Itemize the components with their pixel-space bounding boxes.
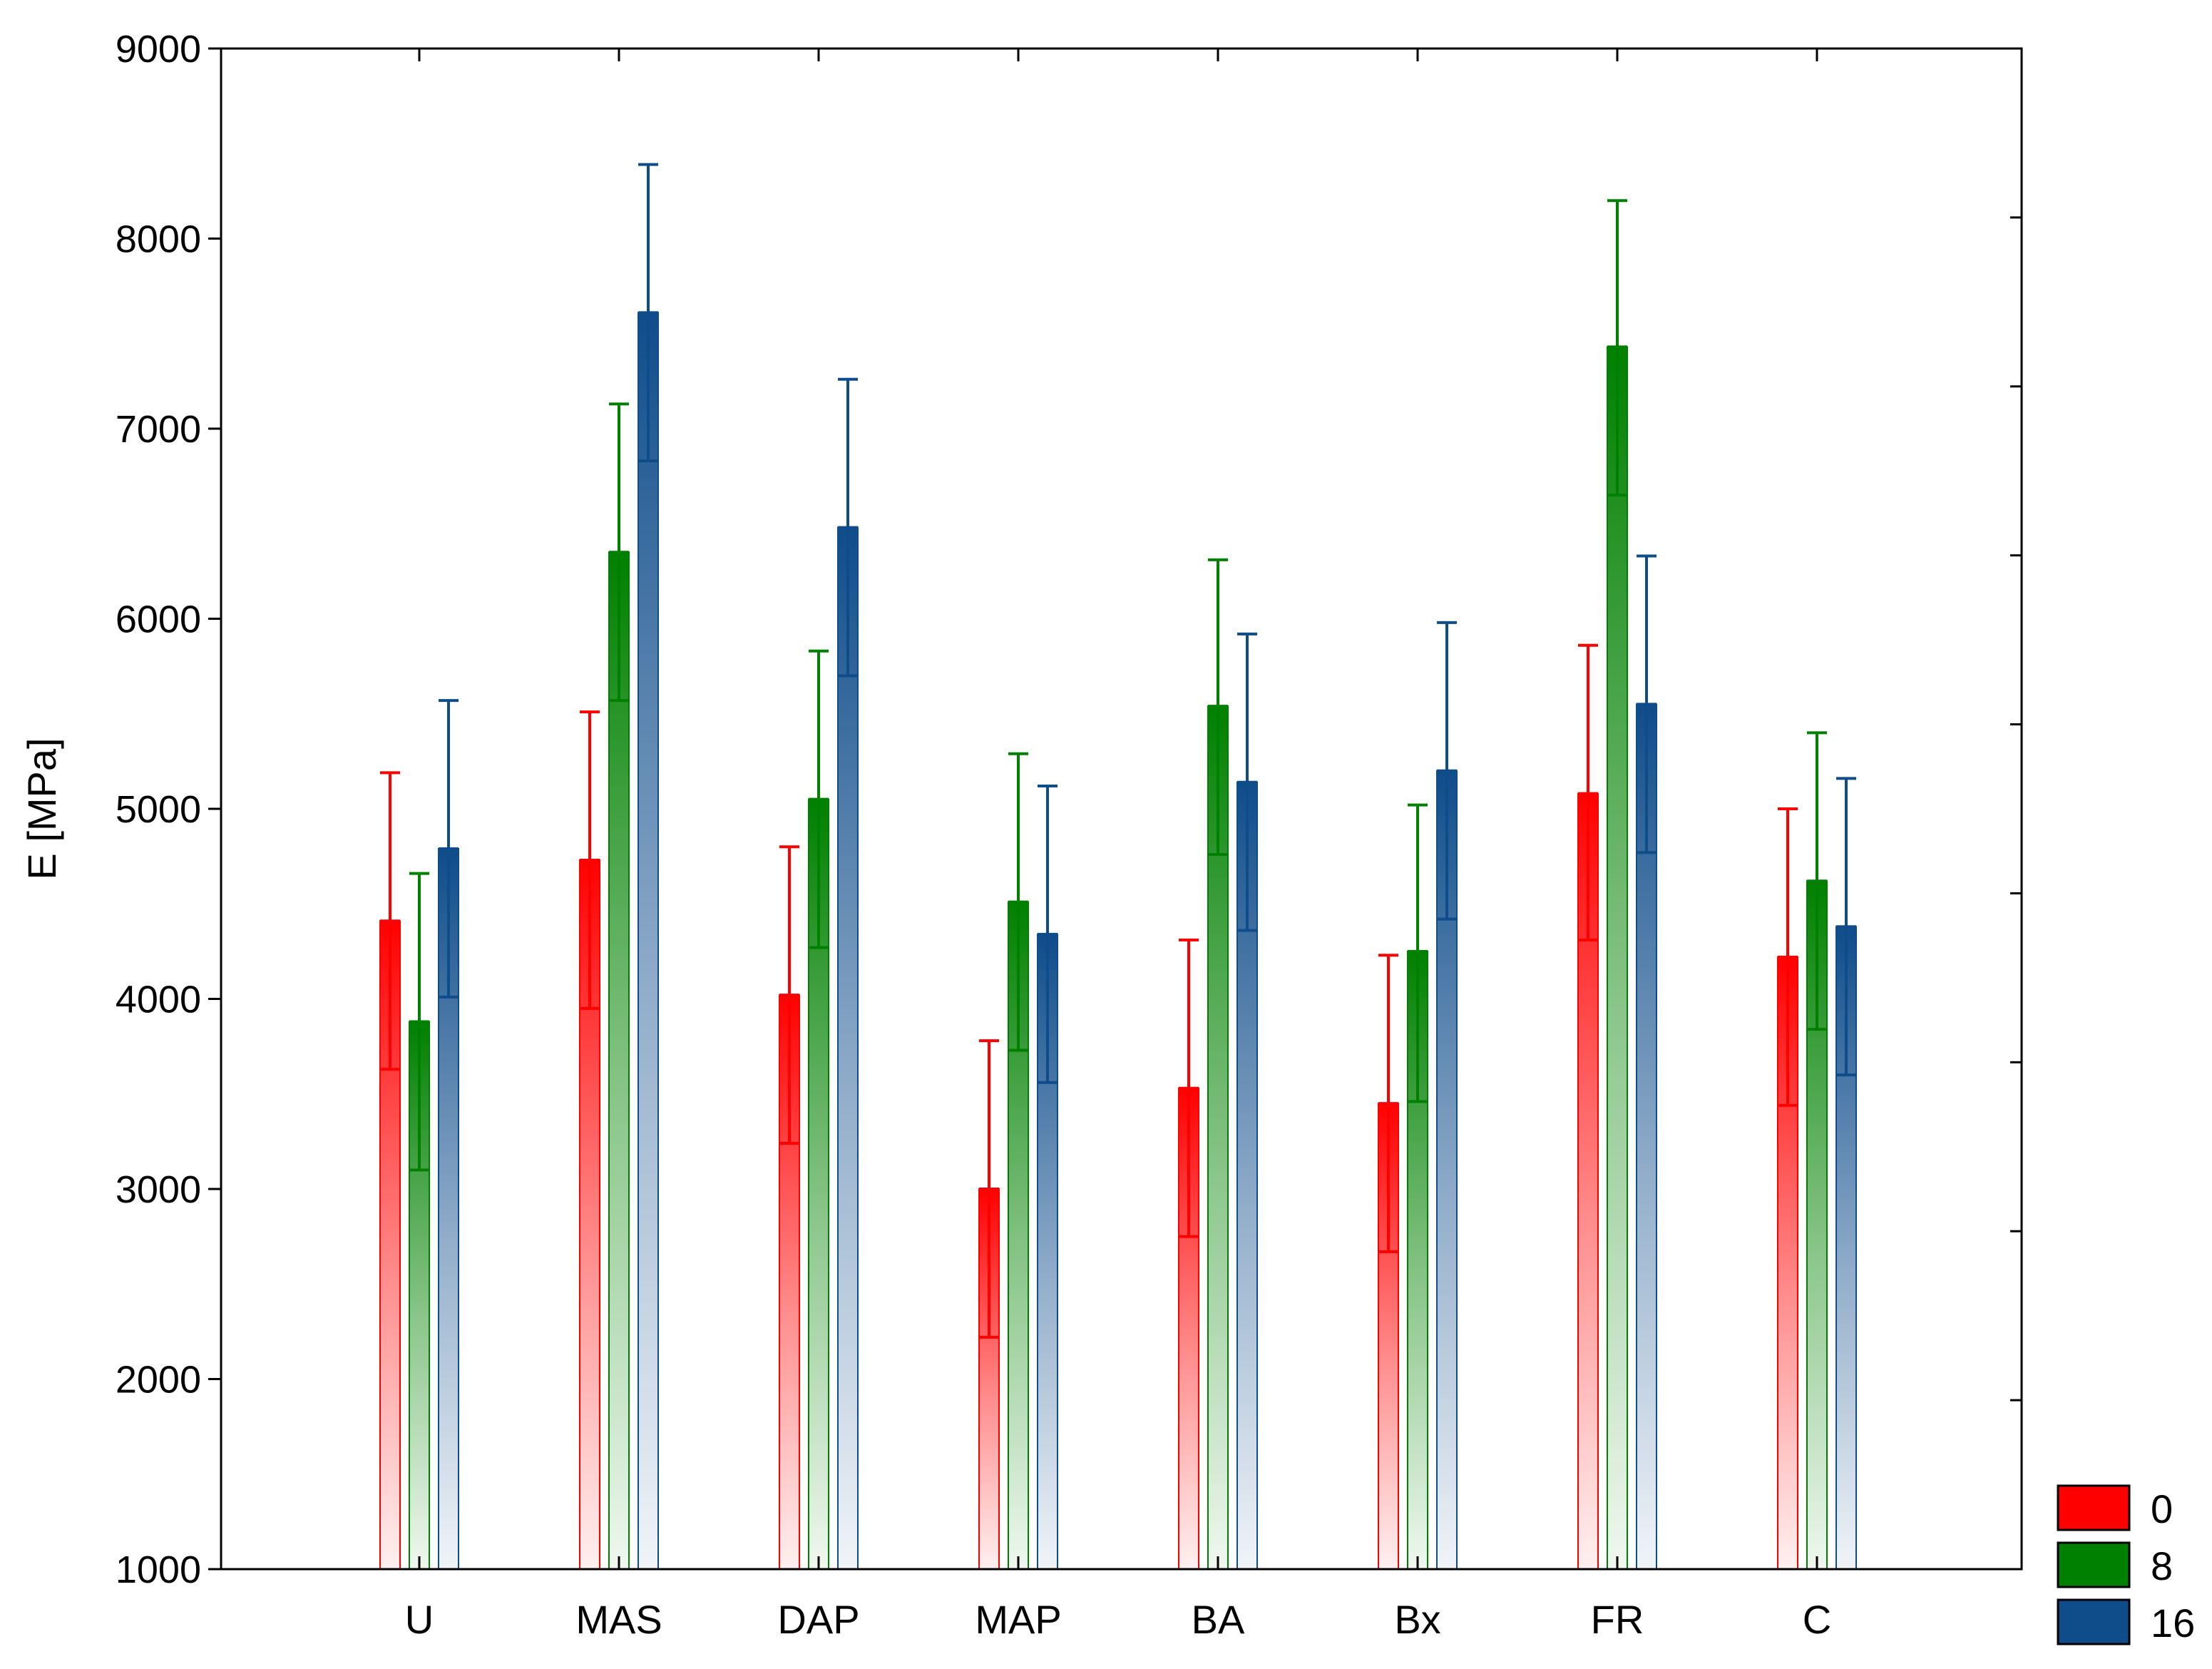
bar-MAS-8 bbox=[608, 551, 630, 1570]
legend-swatch-8 bbox=[2057, 1541, 2131, 1588]
x-tick-label: MAP bbox=[975, 1597, 1061, 1642]
error-bar-C-16 bbox=[1836, 777, 1856, 1077]
error-bar-FR-16 bbox=[1637, 554, 1657, 854]
error-bar-C-0 bbox=[1778, 807, 1798, 1107]
x-tick-label: BA bbox=[1192, 1597, 1245, 1642]
legend-swatch-0 bbox=[2057, 1484, 2131, 1531]
y-tick-label: 7000 bbox=[116, 408, 201, 451]
error-bar-U-0 bbox=[380, 771, 400, 1071]
error-bar-FR-0 bbox=[1578, 643, 1598, 941]
legend-label-0: 0 bbox=[2151, 1486, 2173, 1531]
bars-layer bbox=[379, 311, 1857, 1571]
y-tick-label: 9000 bbox=[116, 28, 201, 71]
x-tick-label: U bbox=[405, 1597, 434, 1642]
legend-label-16: 16 bbox=[2151, 1601, 2195, 1645]
plot-area bbox=[221, 49, 2022, 1569]
x-tick-label: Bx bbox=[1394, 1597, 1440, 1642]
error-bar-BA-16 bbox=[1237, 632, 1257, 932]
x-tick-label: C bbox=[1803, 1597, 1831, 1642]
y-axis-title: E [MPa] bbox=[19, 737, 64, 879]
bar-DAP-8 bbox=[808, 798, 829, 1570]
error-bar-Bx-16 bbox=[1437, 621, 1457, 921]
y-tick-label: 1000 bbox=[116, 1548, 201, 1591]
bar-BA-8 bbox=[1207, 705, 1229, 1571]
error-bar-Bx-0 bbox=[1378, 954, 1398, 1253]
error-bar-MAP-8 bbox=[1008, 752, 1028, 1052]
error-bar-FR-8 bbox=[1607, 199, 1627, 497]
error-bar-BA-8 bbox=[1208, 558, 1228, 856]
y-tick-label: 6000 bbox=[116, 598, 201, 641]
x-tick-label: MAS bbox=[575, 1597, 662, 1642]
error-bar-MAS-16 bbox=[638, 163, 658, 463]
error-bar-DAP-16 bbox=[838, 377, 858, 678]
error-bar-C-8 bbox=[1807, 731, 1827, 1031]
x-axis: U MAS DAP MAP BA Bx FR C bbox=[405, 49, 1831, 1642]
y-axis: 1000 2000 3000 4000 5000 6000 7000 8000 9000 bbox=[116, 28, 2022, 1591]
error-bar-DAP-8 bbox=[809, 649, 829, 949]
y-tick-label: 2000 bbox=[116, 1359, 201, 1402]
y-tick-label: 4000 bbox=[116, 979, 201, 1021]
x-tick-label: FR bbox=[1591, 1597, 1644, 1642]
bar-MAS-16 bbox=[638, 312, 659, 1570]
y-tick-label: 8000 bbox=[116, 218, 201, 261]
error-bar-MAP-0 bbox=[979, 1039, 999, 1339]
error-bar-U-8 bbox=[409, 872, 429, 1172]
x-tick-label: DAP bbox=[777, 1597, 859, 1642]
error-bar-MAS-0 bbox=[580, 710, 600, 1010]
bar-BA-16 bbox=[1236, 781, 1258, 1570]
error-bar-DAP-0 bbox=[779, 845, 799, 1145]
bar-FR-8 bbox=[1607, 346, 1628, 1570]
bar-DAP-16 bbox=[837, 526, 859, 1571]
error-bars-layer bbox=[380, 163, 1856, 1339]
legend: 0 8 16 bbox=[2057, 1484, 2195, 1645]
error-bar-MAS-8 bbox=[609, 402, 629, 703]
error-bar-BA-0 bbox=[1179, 938, 1199, 1238]
y-tick-label: 3000 bbox=[116, 1168, 201, 1211]
error-bar-Bx-8 bbox=[1408, 803, 1428, 1103]
legend-swatch-16 bbox=[2057, 1598, 2131, 1645]
y-tick-label: 5000 bbox=[116, 788, 201, 831]
legend-label-8: 8 bbox=[2151, 1543, 2173, 1588]
error-bar-MAP-16 bbox=[1038, 785, 1058, 1084]
error-bar-U-16 bbox=[439, 699, 459, 999]
